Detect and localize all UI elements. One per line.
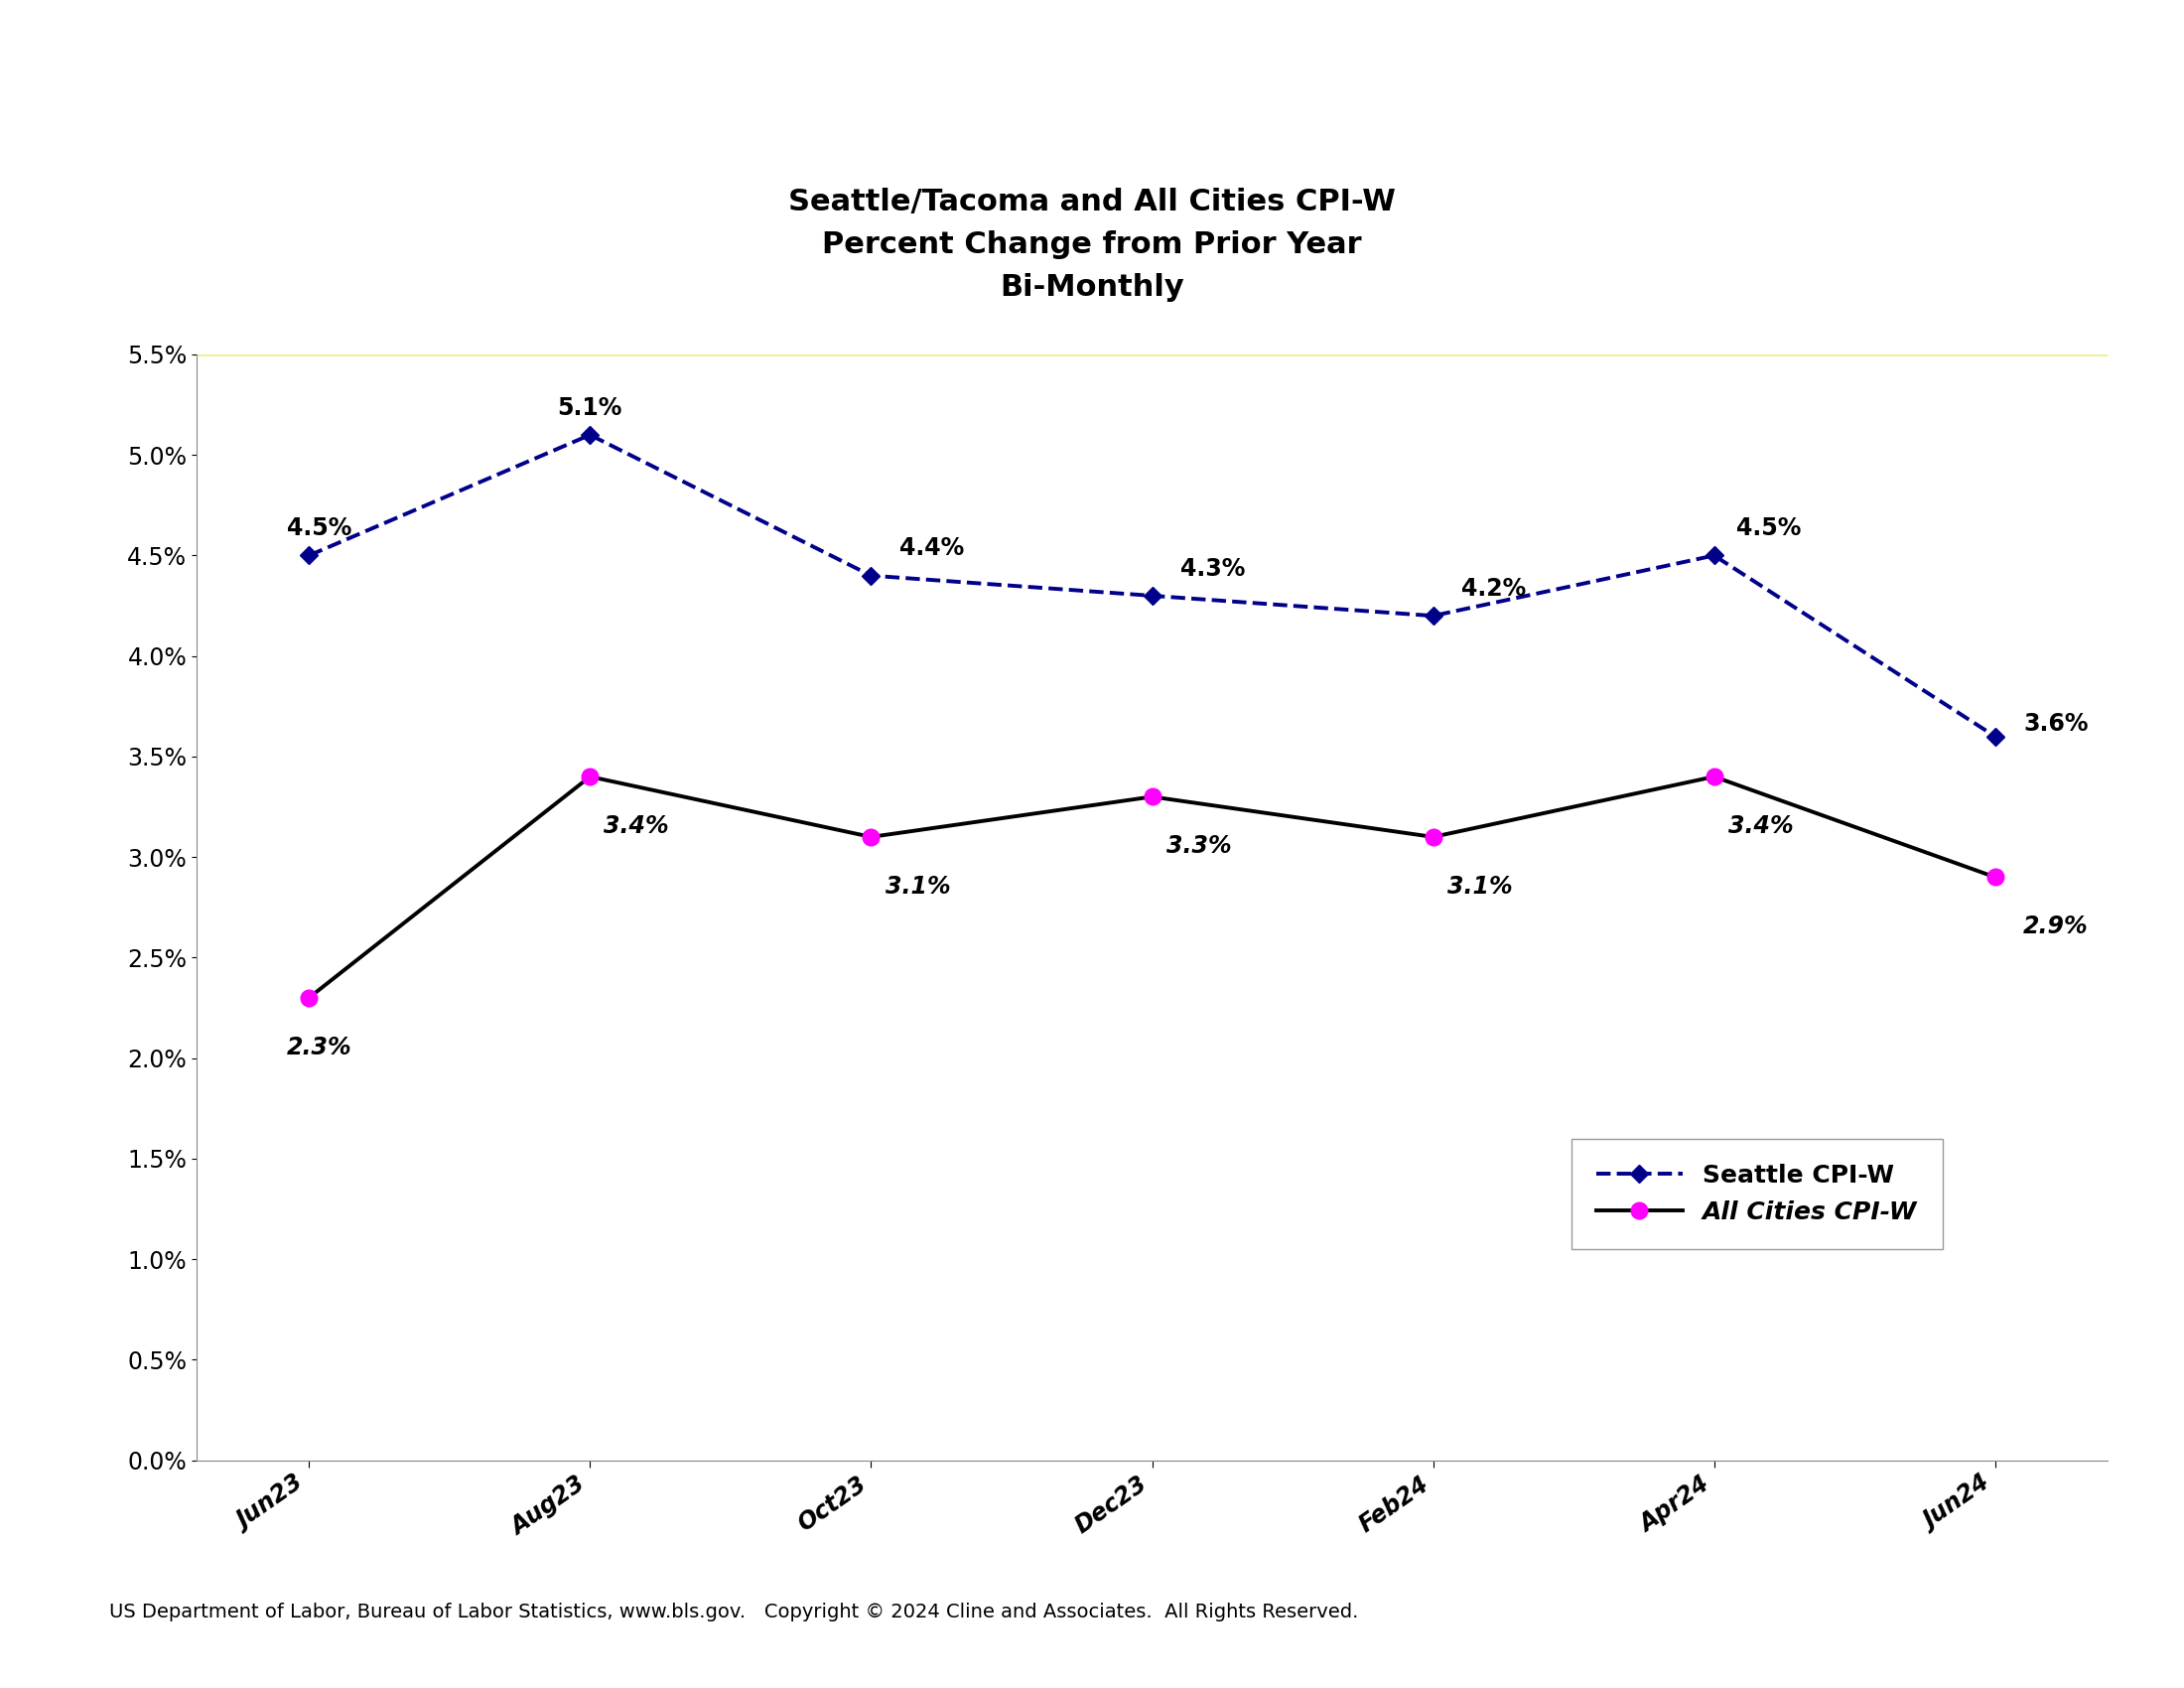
- Text: 4.5%: 4.5%: [1736, 517, 1802, 540]
- Legend: Seattle CPI-W, All Cities CPI-W: Seattle CPI-W, All Cities CPI-W: [1570, 1139, 1942, 1249]
- Text: 4.4%: 4.4%: [900, 537, 963, 560]
- Text: 3.6%: 3.6%: [2022, 712, 2088, 736]
- Text: 2.3%: 2.3%: [286, 1035, 352, 1058]
- Text: 5.1%: 5.1%: [557, 397, 622, 420]
- Text: US Department of Labor, Bureau of Labor Statistics, www.bls.gov.   Copyright © 2: US Department of Labor, Bureau of Labor …: [109, 1602, 1358, 1622]
- Text: 3.1%: 3.1%: [885, 874, 950, 898]
- Text: 4.2%: 4.2%: [1461, 577, 1527, 601]
- Text: 4.3%: 4.3%: [1179, 557, 1245, 581]
- Text: 3.4%: 3.4%: [605, 814, 668, 837]
- Text: 4.5%: 4.5%: [286, 517, 352, 540]
- Text: 3.3%: 3.3%: [1166, 834, 1232, 858]
- Text: 3.1%: 3.1%: [1448, 874, 1511, 898]
- Text: 3.4%: 3.4%: [1728, 814, 1793, 837]
- Text: Seattle/Tacoma and All Cities CPI-W
Percent Change from Prior Year
Bi-Monthly: Seattle/Tacoma and All Cities CPI-W Perc…: [788, 187, 1396, 302]
- Text: 2.9%: 2.9%: [2022, 915, 2088, 939]
